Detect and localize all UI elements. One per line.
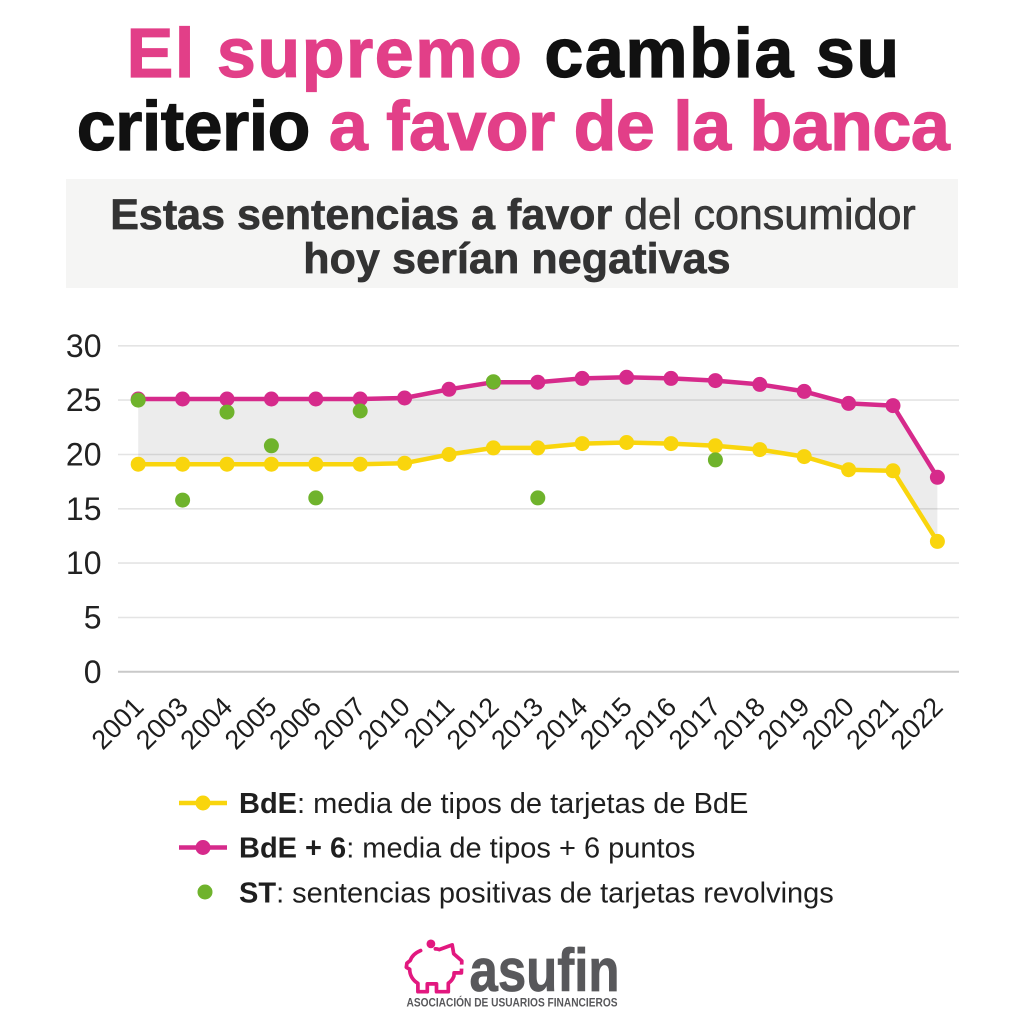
svg-text:30: 30: [66, 328, 102, 364]
svg-text:20: 20: [66, 437, 102, 473]
svg-text:hoy serían negativas: hoy serían negativas: [303, 235, 730, 283]
svg-text:0: 0: [84, 654, 102, 690]
svg-text:ST: sentencias positivas de ta: ST: sentencias positivas de tarjetas rev…: [239, 878, 834, 910]
svg-text:El supremo cambia su: El supremo cambia su: [127, 14, 901, 92]
svg-text:ASOCIACIÓN DE USUARIOS FINANCI: ASOCIACIÓN DE USUARIOS FINANCIEROS: [407, 996, 618, 1009]
svg-text:criterio a favor de la banca: criterio a favor de la banca: [77, 87, 951, 165]
svg-text:10: 10: [66, 545, 102, 581]
svg-text:asufin: asufin: [470, 937, 620, 1004]
svg-text:25: 25: [66, 382, 102, 418]
svg-text:BdE + 6: media de tipos + 6 pu: BdE + 6: media de tipos + 6 puntos: [239, 833, 695, 865]
svg-text:Estas sentencias a favor del c: Estas sentencias a favor del consumidor: [110, 191, 915, 239]
svg-text:15: 15: [66, 491, 102, 527]
svg-text:BdE: media de tipos de tarjeta: BdE: media de tipos de tarjetas de BdE: [239, 788, 748, 820]
svg-text:5: 5: [84, 600, 102, 636]
